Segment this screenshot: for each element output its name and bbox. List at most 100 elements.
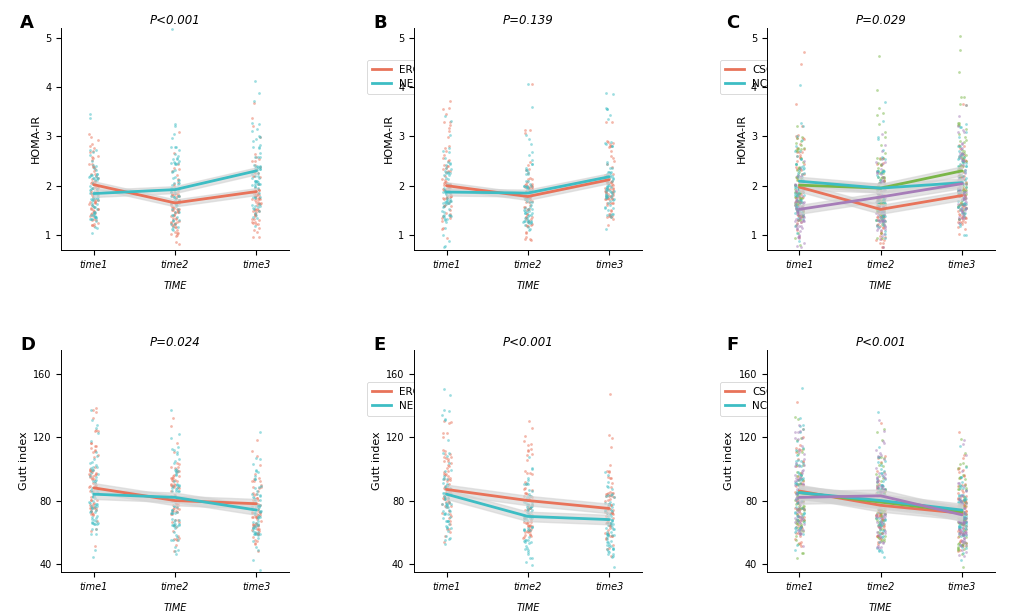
Point (518, 544, 534, 554)
Point (523, 210, 539, 220)
Point (794, 525, 810, 535)
Point (788, 518, 804, 528)
Legend: CSGs, NCSGs: CSGs, NCSGs (719, 382, 792, 416)
Point (166, 119, 182, 129)
Point (868, 225, 884, 235)
Point (249, 500, 265, 510)
Point (794, 210, 810, 220)
Point (84, 200, 100, 210)
Point (953, 485, 969, 495)
Point (520, 226, 536, 236)
Point (250, 528, 266, 538)
Point (869, 497, 886, 507)
Point (794, 432, 810, 442)
Point (599, 184, 615, 194)
Point (788, 202, 804, 212)
Point (597, 518, 613, 528)
Point (522, 157, 538, 167)
Point (245, 136, 261, 146)
Point (84, 228, 100, 237)
Point (163, 491, 179, 501)
Point (90, 173, 106, 183)
Point (874, 176, 891, 186)
Point (170, 481, 186, 491)
Point (957, 203, 973, 213)
Point (251, 198, 267, 208)
Point (85, 415, 101, 424)
Point (955, 200, 971, 210)
Point (949, 509, 965, 519)
Point (792, 514, 808, 524)
Point (434, 146, 450, 156)
Point (600, 504, 616, 514)
Point (598, 105, 614, 114)
Point (169, 467, 185, 477)
Point (168, 486, 184, 496)
Point (87, 165, 103, 175)
Point (795, 495, 811, 505)
Point (791, 444, 807, 454)
Point (602, 473, 619, 483)
Point (603, 190, 620, 200)
Point (787, 180, 803, 189)
Point (790, 196, 806, 205)
Point (85, 413, 101, 423)
Point (793, 509, 809, 519)
Point (792, 81, 808, 90)
Point (521, 182, 537, 192)
Point (439, 480, 455, 490)
Point (517, 128, 533, 138)
Point (955, 533, 971, 542)
Point (872, 511, 889, 521)
Point (952, 176, 968, 186)
Point (598, 183, 614, 192)
Point (603, 171, 620, 181)
Point (868, 196, 884, 205)
Point (520, 167, 536, 177)
Point (873, 205, 890, 215)
Point (874, 215, 891, 224)
Point (440, 126, 457, 136)
Point (601, 139, 618, 149)
Point (869, 164, 886, 173)
Point (956, 192, 972, 202)
Point (252, 507, 268, 517)
Point (83, 178, 99, 188)
Point (168, 484, 184, 494)
Point (167, 480, 183, 490)
Point (86, 453, 102, 462)
Point (788, 146, 804, 156)
Point (165, 470, 181, 480)
Point (599, 488, 615, 498)
Point (869, 132, 886, 142)
Point (951, 216, 967, 226)
Point (871, 169, 888, 178)
Point (88, 212, 104, 222)
Point (950, 153, 966, 162)
Point (521, 173, 537, 183)
Point (600, 491, 616, 501)
Point (792, 172, 808, 181)
Point (441, 209, 458, 219)
Point (604, 544, 621, 554)
Point (437, 491, 453, 501)
Point (244, 216, 260, 226)
Point (440, 204, 457, 213)
Point (89, 420, 105, 430)
Point (949, 533, 965, 542)
Point (171, 196, 187, 205)
Point (794, 460, 810, 470)
Point (519, 215, 535, 224)
Point (787, 99, 803, 109)
Point (83, 464, 99, 474)
Point (170, 178, 186, 188)
Point (169, 207, 185, 217)
Point (602, 491, 619, 501)
Point (435, 453, 451, 462)
Point (168, 200, 184, 210)
Point (874, 522, 891, 531)
Point (85, 155, 101, 165)
Point (957, 494, 973, 504)
Point (957, 150, 973, 160)
Text: TIME: TIME (516, 281, 539, 291)
